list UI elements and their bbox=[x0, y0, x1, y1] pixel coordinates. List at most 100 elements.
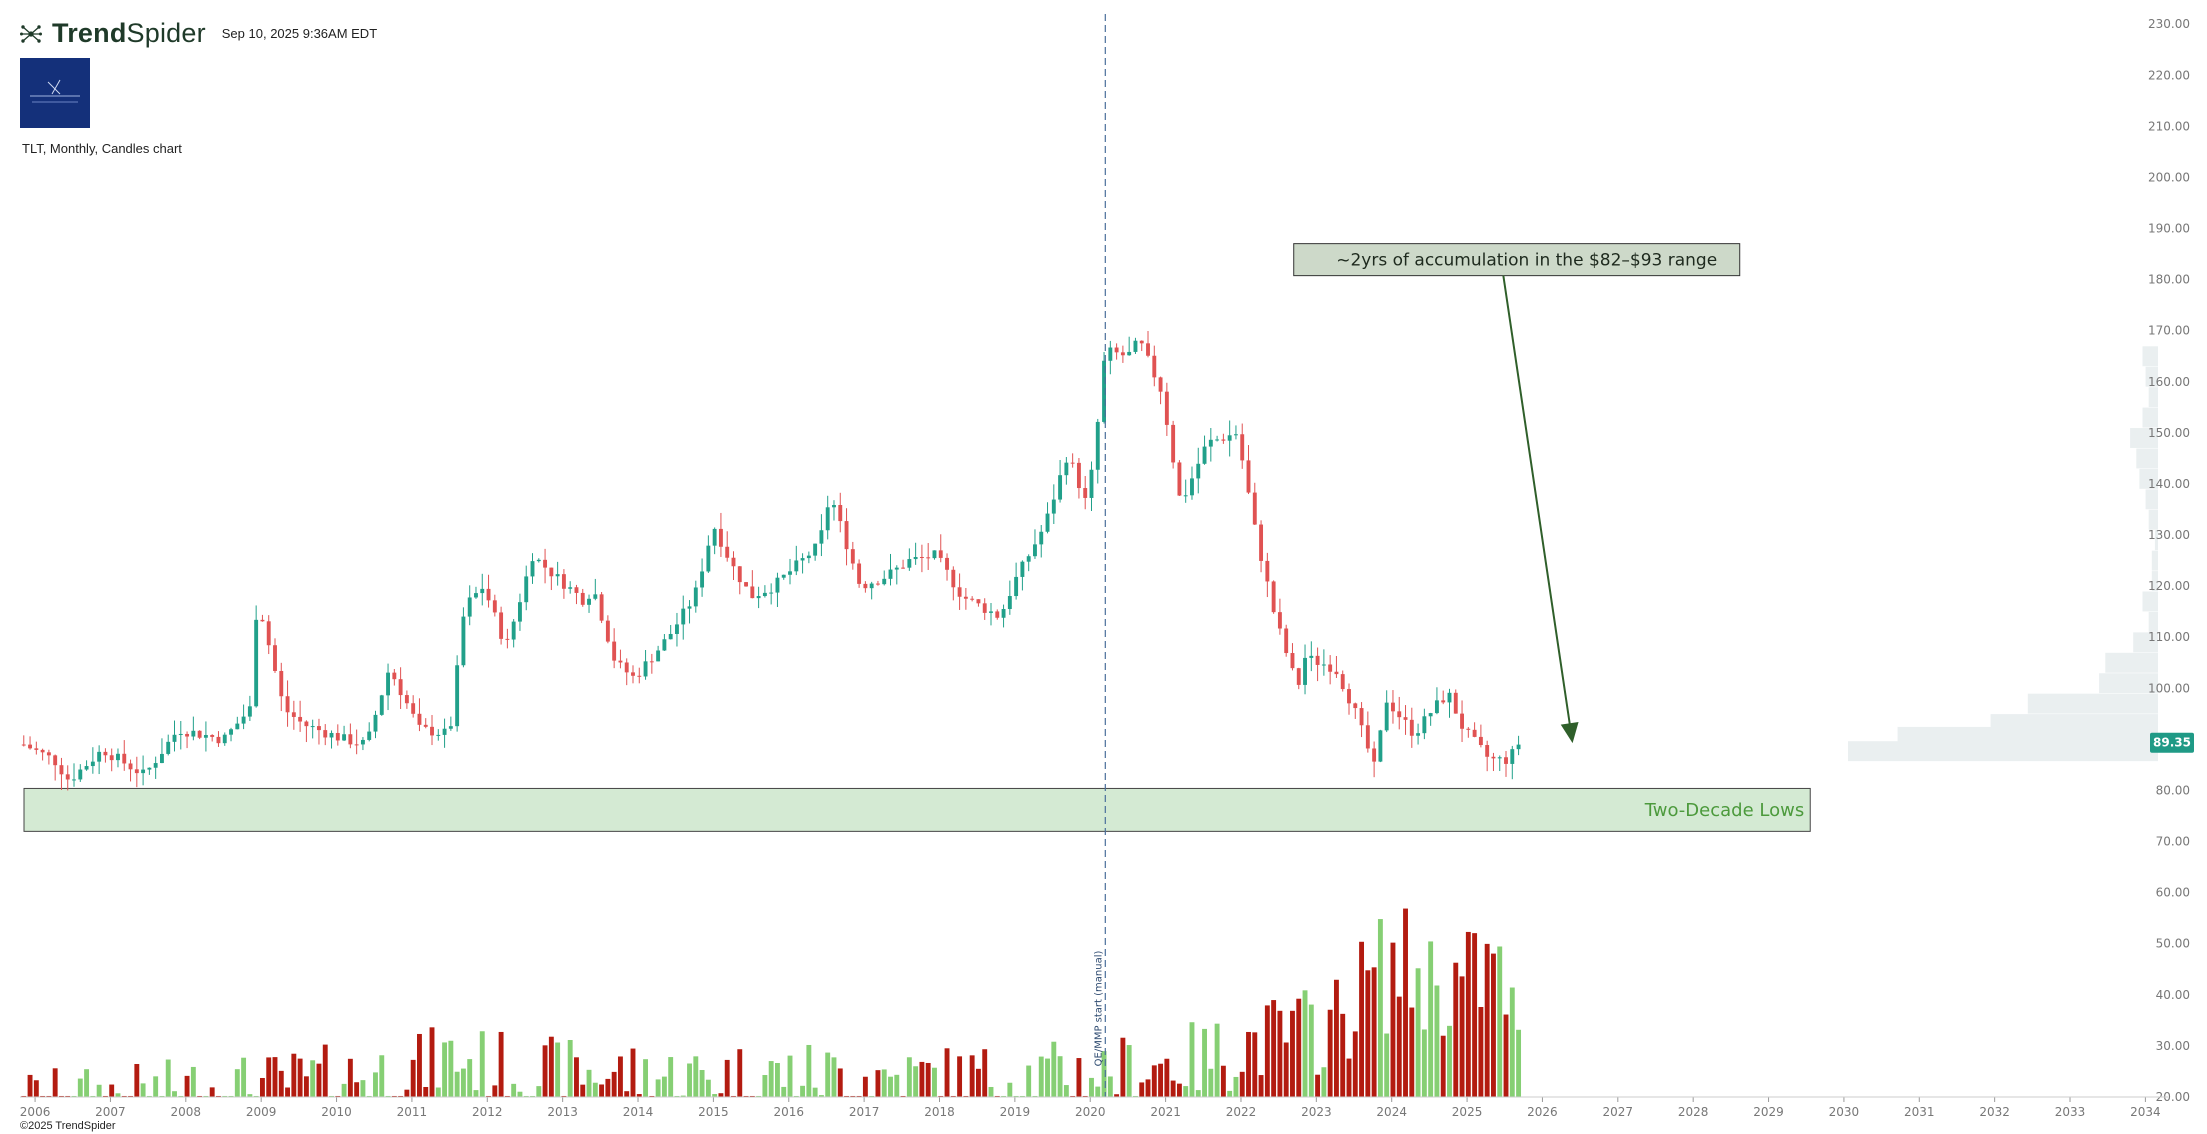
candle-body bbox=[254, 619, 259, 707]
candle-body bbox=[731, 557, 736, 567]
volume-bar bbox=[241, 1057, 247, 1097]
volume-bar bbox=[473, 1090, 479, 1097]
candle-body bbox=[938, 550, 943, 558]
candle-body bbox=[901, 567, 906, 569]
volume-bar bbox=[1026, 1065, 1032, 1097]
last-price-tag-box bbox=[2150, 732, 2194, 753]
event-line-label: QE/MMP start (manual) bbox=[1093, 951, 1104, 1067]
price-axis-label: 190.00 bbox=[2148, 222, 2190, 236]
candle-body bbox=[1478, 736, 1483, 746]
volume-bar bbox=[617, 1056, 623, 1097]
candle-body bbox=[323, 730, 328, 738]
volume-bar bbox=[542, 1045, 548, 1097]
volume-profile-bin bbox=[2099, 673, 2158, 694]
volume-bar bbox=[1509, 987, 1515, 1097]
candle-body bbox=[159, 753, 164, 764]
volume-bar bbox=[347, 1058, 353, 1097]
volume-bar bbox=[586, 1069, 592, 1097]
candle-body bbox=[951, 569, 956, 588]
volume-bar bbox=[360, 1080, 366, 1097]
volume-bar bbox=[1503, 1014, 1509, 1097]
volume-profile-bin bbox=[2145, 489, 2158, 510]
candle-body bbox=[28, 744, 32, 749]
volume-bar bbox=[1472, 933, 1478, 1097]
candle-body bbox=[788, 571, 792, 575]
volume-bar bbox=[65, 1095, 71, 1097]
volume-bar bbox=[1308, 1004, 1314, 1097]
volume-bar bbox=[1340, 1013, 1346, 1097]
volume-bar bbox=[165, 1059, 171, 1097]
volume-bar bbox=[888, 1076, 893, 1097]
candle-body bbox=[197, 730, 202, 738]
price-axis-label: 60.00 bbox=[2156, 886, 2190, 900]
volume-bar bbox=[875, 1070, 881, 1097]
volume-bar bbox=[1114, 1094, 1120, 1097]
volume-bar bbox=[128, 1095, 133, 1097]
candle-body bbox=[1177, 462, 1182, 496]
candle-body bbox=[725, 546, 730, 558]
candle-body bbox=[869, 583, 874, 589]
volume-bar bbox=[1346, 1058, 1352, 1097]
candle-body bbox=[166, 741, 171, 754]
candle-body bbox=[844, 521, 849, 550]
candle-body bbox=[1265, 560, 1270, 582]
candle-body bbox=[1033, 544, 1037, 557]
volume-bar bbox=[1447, 1025, 1452, 1097]
candle-body bbox=[386, 672, 390, 696]
volume-bar bbox=[1151, 1065, 1157, 1097]
volume-bar bbox=[77, 1078, 83, 1097]
annotation-callout: ~2yrs of accumulation in the $82–$93 ran… bbox=[1293, 243, 1741, 744]
time-axis-label: 2008 bbox=[171, 1105, 202, 1119]
candle-body bbox=[1428, 713, 1433, 717]
volume-bar bbox=[1421, 1029, 1427, 1097]
candle-body bbox=[1001, 609, 1006, 618]
volume-bar bbox=[680, 1095, 686, 1097]
volume-bar bbox=[203, 1095, 209, 1097]
candle-body bbox=[549, 567, 554, 577]
volume-bar bbox=[109, 1084, 115, 1097]
volume-bar bbox=[460, 1068, 466, 1097]
candle-body bbox=[1051, 499, 1056, 514]
time-axis-label: 2021 bbox=[1150, 1105, 1181, 1119]
candle-body bbox=[430, 726, 434, 736]
candle-body bbox=[712, 528, 717, 546]
price-axis[interactable]: 20.0030.0040.0050.0060.0070.0080.0090.00… bbox=[2148, 17, 2190, 1104]
volume-bar bbox=[429, 1027, 435, 1097]
candle-body bbox=[989, 611, 993, 613]
candle-body bbox=[84, 766, 89, 770]
candle-body bbox=[1183, 495, 1188, 497]
candle-body bbox=[90, 761, 95, 767]
volume-bar bbox=[523, 1095, 529, 1097]
volume-bar bbox=[812, 1087, 818, 1097]
candle-body bbox=[882, 578, 887, 585]
candle-body bbox=[775, 577, 780, 593]
volume-bar bbox=[1302, 990, 1308, 1097]
candle-body bbox=[832, 505, 836, 508]
candle-body bbox=[1202, 446, 1207, 464]
candle-body bbox=[668, 633, 673, 640]
time-axis-label: 2032 bbox=[1979, 1105, 2010, 1119]
candle-body bbox=[926, 557, 931, 559]
volume-bar bbox=[234, 1069, 240, 1097]
volume-bar bbox=[486, 1095, 491, 1097]
candle-body bbox=[354, 744, 359, 746]
volume-bar bbox=[285, 1087, 291, 1097]
candle-body bbox=[687, 606, 692, 609]
candle-body bbox=[1290, 653, 1295, 669]
candle-body bbox=[448, 726, 453, 729]
volume-profile-bin bbox=[2148, 387, 2158, 408]
volume-bars bbox=[21, 908, 1522, 1097]
candle-body bbox=[185, 733, 190, 737]
volume-bar bbox=[1195, 1090, 1201, 1097]
time-axis[interactable]: 2006 2007 2008 2009 2010 2011 2012 2013 2014 2015… bbox=[20, 1096, 2168, 1119]
volume-bar bbox=[862, 1076, 868, 1097]
candle-body bbox=[875, 583, 880, 585]
timestamp: Sep 10, 2025 9:36AM EDT bbox=[221, 26, 378, 41]
candle-body bbox=[474, 593, 478, 598]
volume-profile-bin bbox=[2027, 693, 2158, 714]
price-axis-label: 180.00 bbox=[2148, 273, 2190, 287]
candle-body bbox=[1076, 462, 1081, 489]
volume-bar bbox=[1484, 943, 1490, 1097]
volume-bar bbox=[705, 1079, 711, 1097]
